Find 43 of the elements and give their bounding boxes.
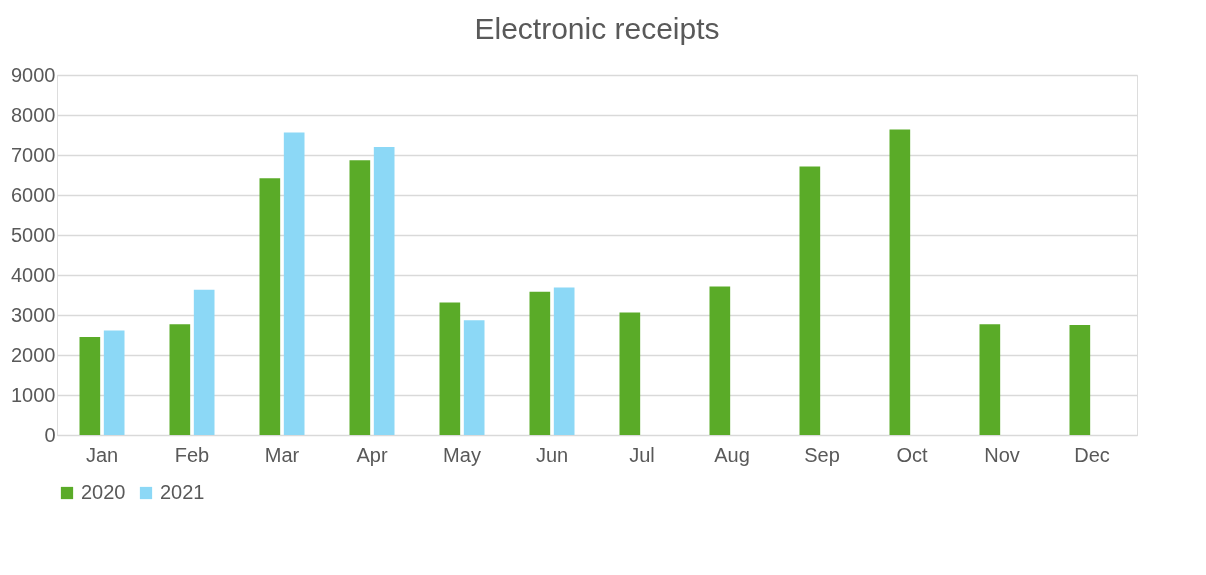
y-tick-label: 4000 — [11, 263, 56, 286]
x-tick-label: Jul — [629, 443, 655, 466]
y-tick-label: 8000 — [11, 103, 56, 126]
chart-title: Electronic receipts — [474, 12, 720, 45]
bar — [529, 291, 551, 435]
bar — [373, 147, 395, 435]
bar — [349, 160, 371, 435]
bar — [799, 166, 821, 435]
y-tick-label: 3000 — [11, 303, 56, 326]
bar — [169, 324, 191, 435]
bar — [889, 129, 911, 435]
bar — [979, 324, 1001, 435]
bar — [1069, 325, 1091, 435]
x-tick-label: Nov — [984, 443, 1020, 466]
y-tick-label: 7000 — [11, 143, 56, 166]
x-tick-label: Aug — [714, 443, 750, 466]
y-tick-label: 9000 — [11, 63, 56, 86]
bar — [709, 286, 731, 435]
y-tick-label: 6000 — [11, 183, 56, 206]
x-tick-label: Dec — [1074, 443, 1110, 466]
x-tick-label: Jun — [535, 443, 569, 466]
x-tick-label: Feb — [174, 443, 210, 466]
y-tick-label: 0 — [44, 423, 56, 446]
x-tick-label: Mar — [264, 443, 300, 466]
x-tick-label: May — [443, 443, 481, 466]
x-tick-label: Sep — [804, 443, 840, 466]
bar — [553, 287, 575, 435]
bar — [259, 178, 281, 435]
x-tick-label: Oct — [896, 443, 928, 466]
legend-label: 2020 — [81, 481, 126, 503]
bar — [283, 132, 305, 435]
y-tick-label: 1000 — [11, 383, 56, 406]
bar — [103, 330, 125, 435]
y-tick-label: 5000 — [11, 223, 56, 246]
legend-label: 2021 — [160, 481, 205, 503]
bar — [463, 320, 485, 435]
bar — [79, 337, 101, 435]
bar — [439, 302, 461, 435]
y-tick-label: 2000 — [11, 343, 56, 366]
x-tick-label: Jan — [85, 443, 119, 466]
bar — [193, 289, 215, 435]
bar — [619, 312, 641, 435]
x-tick-label: Apr — [356, 443, 388, 466]
